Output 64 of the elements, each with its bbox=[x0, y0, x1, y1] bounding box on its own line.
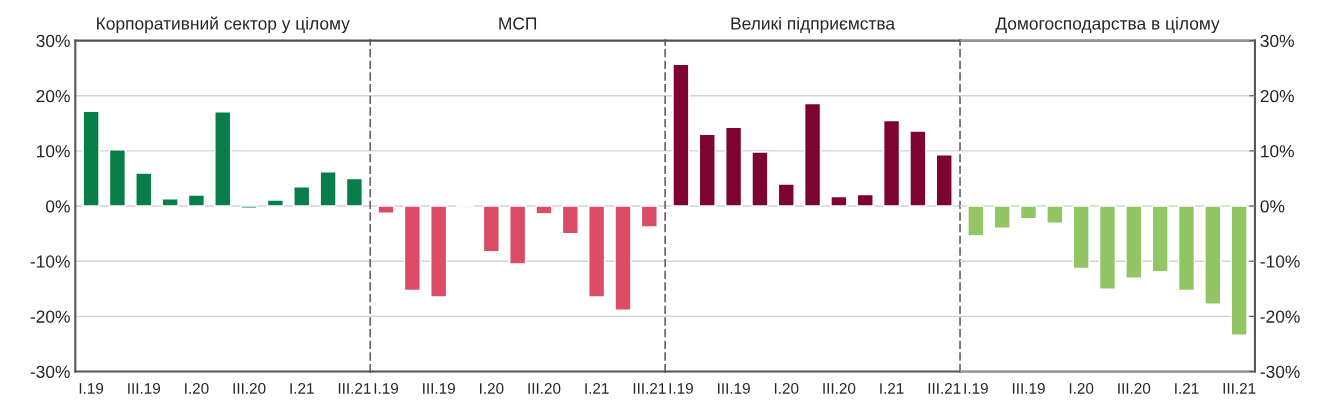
bar bbox=[777, 183, 795, 207]
x-tick-label: I.20 bbox=[1069, 383, 1094, 394]
bar bbox=[803, 102, 822, 207]
chart-title: Великі підприємства bbox=[731, 16, 896, 34]
y-tick-label: 10% bbox=[37, 145, 70, 158]
y-tick-label: 0% bbox=[46, 200, 70, 213]
x-tick-label: III.19 bbox=[1012, 383, 1045, 394]
x-tick-label: III.19 bbox=[718, 383, 750, 394]
x-tick-label: III.20 bbox=[823, 383, 856, 394]
x-tick-label: III.21 bbox=[928, 383, 961, 394]
x-tick-label: I.20 bbox=[774, 383, 799, 394]
x-tick-label: III.21 bbox=[1223, 383, 1256, 394]
bar bbox=[751, 151, 769, 207]
bar bbox=[240, 205, 258, 209]
bar bbox=[935, 154, 953, 207]
y-tick-label: -30% bbox=[30, 365, 70, 378]
y2-tick-label: 30% bbox=[1260, 34, 1294, 48]
bar bbox=[830, 195, 848, 207]
bar bbox=[909, 130, 927, 207]
chart-title: Корпоративний сектор у цілому bbox=[97, 16, 350, 34]
bar bbox=[266, 199, 285, 207]
x-tick-label: III.19 bbox=[128, 383, 161, 394]
x-tick-label: III.20 bbox=[1118, 383, 1151, 394]
bar bbox=[135, 172, 153, 207]
bar bbox=[856, 193, 874, 207]
x-tick-label: I.21 bbox=[290, 383, 314, 394]
bar bbox=[161, 198, 179, 207]
bar bbox=[672, 63, 690, 207]
x-tick-label: I.21 bbox=[1175, 383, 1199, 394]
chart-title: МСП bbox=[499, 17, 537, 30]
bar bbox=[724, 126, 743, 207]
y2-tick-label: -20% bbox=[1260, 310, 1300, 323]
bar bbox=[187, 194, 206, 207]
x-tick-label: I.19 bbox=[374, 383, 399, 394]
bar bbox=[293, 186, 311, 207]
x-tick-label: I.19 bbox=[964, 383, 988, 394]
y2-tick-label: 0% bbox=[1260, 200, 1285, 213]
x-tick-label: I.20 bbox=[480, 383, 504, 394]
y2-tick-label: 10% bbox=[1261, 145, 1294, 158]
chart-title: Домогосподарства в цілому bbox=[995, 16, 1220, 34]
bar bbox=[82, 110, 100, 207]
y2-tick-label: -30% bbox=[1260, 365, 1300, 378]
x-tick-label: I.21 bbox=[585, 383, 609, 394]
x-tick-label: III.20 bbox=[233, 383, 266, 394]
bar bbox=[319, 171, 337, 207]
x-tick-label: I.21 bbox=[880, 383, 904, 394]
y-tick-label: -10% bbox=[30, 255, 70, 268]
y2-tick-label: 20% bbox=[1260, 89, 1294, 103]
bar bbox=[345, 177, 364, 207]
y2-tick-label: -10% bbox=[1260, 255, 1300, 268]
y-tick-label: 20% bbox=[36, 89, 70, 103]
bar bbox=[214, 111, 232, 207]
x-tick-label: III.20 bbox=[528, 383, 561, 394]
y-tick-label: 30% bbox=[36, 34, 70, 48]
bar bbox=[108, 149, 127, 207]
bar bbox=[882, 119, 901, 207]
x-tick-label: III.19 bbox=[423, 383, 455, 394]
x-tick-label: III.21 bbox=[338, 383, 371, 394]
x-tick-label: I.19 bbox=[669, 383, 693, 394]
y-tick-label: -20% bbox=[30, 310, 70, 323]
bar bbox=[698, 133, 716, 207]
x-tick-label: I.20 bbox=[185, 383, 209, 394]
x-tick-label: I.19 bbox=[79, 383, 104, 394]
x-tick-label: III.21 bbox=[633, 383, 666, 394]
